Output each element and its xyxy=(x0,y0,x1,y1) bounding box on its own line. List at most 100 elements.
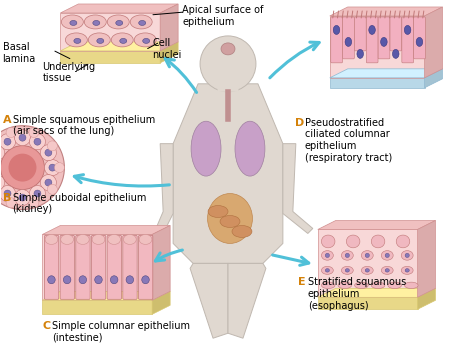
FancyBboxPatch shape xyxy=(91,236,106,299)
Polygon shape xyxy=(152,225,170,300)
Ellipse shape xyxy=(45,235,58,244)
Polygon shape xyxy=(42,235,152,300)
Ellipse shape xyxy=(93,21,100,25)
Ellipse shape xyxy=(40,145,56,161)
Ellipse shape xyxy=(141,276,149,284)
Ellipse shape xyxy=(321,251,333,260)
Text: Underlying
tissue: Underlying tissue xyxy=(42,62,95,83)
Polygon shape xyxy=(329,78,424,88)
Ellipse shape xyxy=(321,282,334,289)
Polygon shape xyxy=(190,263,228,338)
Polygon shape xyxy=(282,144,312,233)
Polygon shape xyxy=(317,297,417,309)
Ellipse shape xyxy=(79,276,86,284)
Ellipse shape xyxy=(207,206,228,217)
Ellipse shape xyxy=(15,190,30,206)
Ellipse shape xyxy=(6,127,16,138)
Ellipse shape xyxy=(341,251,353,260)
Ellipse shape xyxy=(0,174,5,191)
Ellipse shape xyxy=(49,164,56,171)
Ellipse shape xyxy=(45,149,52,156)
FancyBboxPatch shape xyxy=(377,17,389,59)
Ellipse shape xyxy=(142,38,149,43)
Ellipse shape xyxy=(34,190,41,197)
FancyBboxPatch shape xyxy=(389,17,401,51)
Ellipse shape xyxy=(47,184,57,194)
Ellipse shape xyxy=(130,15,152,29)
Ellipse shape xyxy=(325,253,329,258)
Ellipse shape xyxy=(74,38,81,43)
Text: Stratified squamous
epithelium
(esophagus): Stratified squamous epithelium (esophagu… xyxy=(307,277,405,311)
Ellipse shape xyxy=(341,266,353,274)
Ellipse shape xyxy=(387,282,401,289)
Ellipse shape xyxy=(368,25,375,35)
Ellipse shape xyxy=(111,33,133,47)
Polygon shape xyxy=(424,7,442,78)
Ellipse shape xyxy=(88,33,110,47)
Text: Cell
nuclei: Cell nuclei xyxy=(152,38,181,60)
Polygon shape xyxy=(329,7,442,16)
FancyBboxPatch shape xyxy=(413,17,425,59)
Ellipse shape xyxy=(65,33,87,47)
Text: Simple columnar epithelium
(intestine): Simple columnar epithelium (intestine) xyxy=(52,321,190,343)
Polygon shape xyxy=(329,69,442,78)
Ellipse shape xyxy=(61,15,83,29)
Ellipse shape xyxy=(4,190,11,197)
Polygon shape xyxy=(228,263,265,338)
Ellipse shape xyxy=(6,198,16,208)
Ellipse shape xyxy=(19,194,26,201)
Ellipse shape xyxy=(381,251,392,260)
FancyBboxPatch shape xyxy=(76,236,90,299)
Ellipse shape xyxy=(354,282,367,289)
Ellipse shape xyxy=(370,282,384,289)
Circle shape xyxy=(0,126,64,209)
Ellipse shape xyxy=(96,38,104,43)
FancyBboxPatch shape xyxy=(401,17,413,63)
Text: C: C xyxy=(42,321,50,331)
Text: Pseudostratified
ciliated columnar
epithelium
(respiratory tract): Pseudostratified ciliated columnar epith… xyxy=(304,118,391,163)
FancyBboxPatch shape xyxy=(342,17,353,59)
Ellipse shape xyxy=(29,198,39,208)
Text: Simple cuboidal epithelium
(kidney): Simple cuboidal epithelium (kidney) xyxy=(12,193,146,214)
Ellipse shape xyxy=(219,215,240,228)
FancyBboxPatch shape xyxy=(354,17,365,51)
Circle shape xyxy=(0,146,45,190)
Text: B: B xyxy=(2,193,11,202)
Ellipse shape xyxy=(0,134,16,150)
Ellipse shape xyxy=(325,269,329,272)
Ellipse shape xyxy=(400,266,412,274)
Ellipse shape xyxy=(47,141,57,151)
Text: Simple squamous epithelium
(air sacs of the lung): Simple squamous epithelium (air sacs of … xyxy=(12,115,154,136)
Text: Apical surface of
epithelium: Apical surface of epithelium xyxy=(182,5,263,27)
Ellipse shape xyxy=(321,266,333,274)
Polygon shape xyxy=(317,229,417,297)
Ellipse shape xyxy=(54,163,64,173)
Ellipse shape xyxy=(4,138,11,145)
Ellipse shape xyxy=(332,25,339,35)
Ellipse shape xyxy=(29,134,45,150)
FancyBboxPatch shape xyxy=(45,236,59,299)
Ellipse shape xyxy=(231,225,252,237)
Ellipse shape xyxy=(207,194,252,244)
Text: E: E xyxy=(297,277,305,287)
Polygon shape xyxy=(146,144,173,253)
Ellipse shape xyxy=(84,15,106,29)
Ellipse shape xyxy=(0,145,5,161)
Ellipse shape xyxy=(345,253,349,258)
Polygon shape xyxy=(42,225,170,235)
Ellipse shape xyxy=(48,276,55,284)
Polygon shape xyxy=(60,42,178,51)
Ellipse shape xyxy=(384,253,388,258)
Text: D: D xyxy=(294,118,303,128)
Ellipse shape xyxy=(76,235,89,244)
FancyBboxPatch shape xyxy=(138,236,152,299)
FancyBboxPatch shape xyxy=(330,17,342,63)
Ellipse shape xyxy=(29,186,45,201)
Ellipse shape xyxy=(29,127,39,138)
Ellipse shape xyxy=(404,253,409,258)
Ellipse shape xyxy=(380,37,386,46)
Polygon shape xyxy=(417,288,435,309)
Ellipse shape xyxy=(139,21,146,25)
Ellipse shape xyxy=(344,37,351,46)
FancyBboxPatch shape xyxy=(123,236,137,299)
